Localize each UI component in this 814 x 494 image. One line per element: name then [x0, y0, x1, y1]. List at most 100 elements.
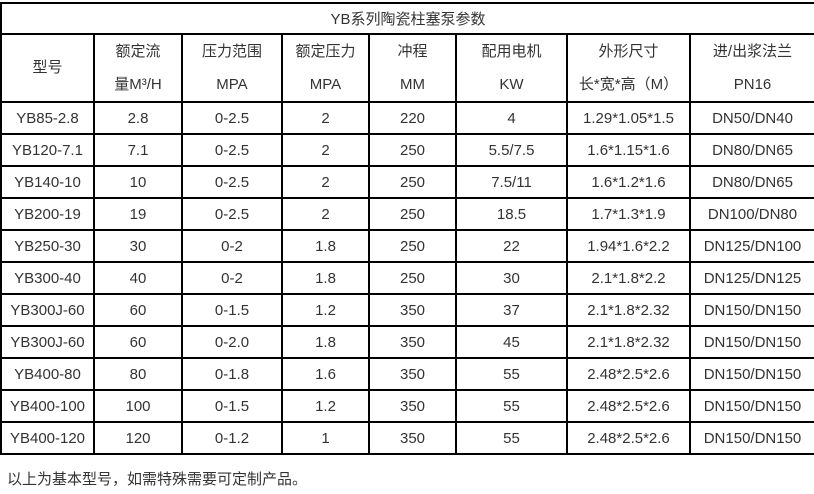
table-cell: 250 — [368, 197, 457, 231]
table-cell: 250 — [368, 229, 457, 263]
column-header: 配用电机 KW — [455, 33, 568, 103]
table-cell: 1.8 — [281, 325, 370, 359]
table-row: YB300J-60 60 0-1.5 1.2 350 37 2.1*1.8*2.32 DN15… — [0, 293, 814, 327]
table-cell: 0-2 — [181, 229, 283, 263]
table-cell: 60 — [93, 325, 183, 359]
column-header: 冲程 MM — [368, 33, 457, 103]
table-row: YB300J-60 60 0-2.0 1.8 350 45 2.1*1.8*2.32 DN15… — [0, 325, 814, 359]
table-row: YB400-100 100 0-1.5 1.2 350 55 2.48*2.5*2.6 DN1… — [0, 389, 814, 423]
column-header: 额定压力 MPA — [281, 33, 370, 103]
table-cell: 250 — [368, 261, 457, 295]
spec-table: YB系列陶瓷柱塞泵参数 型号 额定流 量M³/H 压力范围 MPA 额定压力 MPA 冲程 MM… — [0, 2, 814, 455]
table-cell: DN150/DN150 — [688, 357, 814, 391]
table-header-row: 型号 额定流 量M³/H 压力范围 MPA 额定压力 MPA 冲程 MM 配用电机 KW 外形尺寸 长*… — [0, 33, 814, 103]
table-cell: 0-1.2 — [181, 421, 283, 455]
table-cell: DN150/DN150 — [688, 325, 814, 359]
table-cell: 55 — [455, 421, 568, 455]
column-header: 压力范围 MPA — [181, 33, 283, 103]
table-cell: 250 — [368, 165, 457, 199]
table-row: YB250-30 30 0-2 1.8 250 22 1.94*1.6*2.2 DN125/D… — [0, 229, 814, 263]
table-cell: 2.48*2.5*2.6 — [566, 357, 691, 391]
table-cell: 18.5 — [455, 197, 568, 231]
table-cell: 250 — [368, 133, 457, 167]
table-cell: DN150/DN150 — [688, 389, 814, 423]
table-cell: 0-1.5 — [181, 293, 283, 327]
table-row: YB200-19 19 0-2.5 2 250 18.5 1.7*1.3*1.9 DN100/… — [0, 197, 814, 231]
table-cell: 1.94*1.6*2.2 — [566, 229, 691, 263]
table-cell: 19 — [93, 197, 183, 231]
table-cell: YB400-120 — [0, 421, 95, 455]
table-cell: 350 — [368, 325, 457, 359]
table-cell: 2 — [281, 165, 370, 199]
table-cell: 1.29*1.05*1.5 — [566, 101, 691, 135]
table-cell: 40 — [93, 261, 183, 295]
table-body: YB85-2.8 2.8 0-2.5 2 220 4 1.29*1.05*1.5 DN50/D… — [0, 101, 814, 455]
table-cell: YB85-2.8 — [0, 101, 95, 135]
table-row: YB400-120 120 0-1.2 1 350 55 2.48*2.5*2.6 DN150… — [0, 421, 814, 455]
table-cell: 2 — [281, 197, 370, 231]
table-cell: 0-2 — [181, 261, 283, 295]
table-cell: 30 — [93, 229, 183, 263]
table-cell: 1 — [281, 421, 370, 455]
table-cell: 1.8 — [281, 229, 370, 263]
table-cell: 22 — [455, 229, 568, 263]
table-cell: 10 — [93, 165, 183, 199]
table-cell: YB300J-60 — [0, 325, 95, 359]
table-cell: 2.1*1.8*2.32 — [566, 325, 691, 359]
column-header: 进/出浆法兰 PN16 — [688, 33, 814, 103]
table-cell: 1.6*1.15*1.6 — [566, 133, 691, 167]
table-cell: 1.8 — [281, 261, 370, 295]
table-cell: 350 — [368, 421, 457, 455]
table-cell: 0-2.5 — [181, 165, 283, 199]
table-cell: 1.2 — [281, 389, 370, 423]
table-cell: 30 — [455, 261, 568, 295]
column-header: 额定流 量M³/H — [93, 33, 183, 103]
table-row: YB120-7.1 7.1 0-2.5 2 250 5.5/7.5 1.6*1.15*1.6… — [0, 133, 814, 167]
table-cell: 80 — [93, 357, 183, 391]
table-row: YB140-10 10 0-2.5 2 250 7.5/11 1.6*1.2*1.6 DN80… — [0, 165, 814, 199]
table-cell: DN80/DN65 — [688, 165, 814, 199]
table-cell: 60 — [93, 293, 183, 327]
column-header: 型号 — [0, 33, 95, 103]
table-head: YB系列陶瓷柱塞泵参数 型号 额定流 量M³/H 压力范围 MPA 额定压力 MPA 冲程 MM… — [0, 2, 814, 103]
table-cell: YB140-10 — [0, 165, 95, 199]
table-cell: 0-1.8 — [181, 357, 283, 391]
table-cell: 7.5/11 — [455, 165, 568, 199]
column-header: 外形尺寸 长*宽*高（M） — [566, 33, 691, 103]
table-cell: 350 — [368, 293, 457, 327]
table-cell: 2.1*1.8*2.32 — [566, 293, 691, 327]
table-cell: 0-2.5 — [181, 133, 283, 167]
table-cell: 0-2.0 — [181, 325, 283, 359]
table-cell: DN150/DN150 — [688, 421, 814, 455]
table-cell: 1.6 — [281, 357, 370, 391]
table-cell: YB200-19 — [0, 197, 95, 231]
table-cell: YB300-40 — [0, 261, 95, 295]
table-cell: 100 — [93, 389, 183, 423]
table-cell: 2 — [281, 133, 370, 167]
table-cell: DN150/DN150 — [688, 293, 814, 327]
table-cell: YB120-7.1 — [0, 133, 95, 167]
table-cell: 2.1*1.8*2.2 — [566, 261, 691, 295]
footnote-text: 以上为基本型号，如需特殊需要可定制产品。 — [7, 471, 308, 488]
table-cell: DN125/DN125 — [688, 261, 814, 295]
table-cell: 1.2 — [281, 293, 370, 327]
table-cell: 2.48*2.5*2.6 — [566, 389, 691, 423]
table-title: YB系列陶瓷柱塞泵参数 — [0, 2, 814, 35]
table-cell: 120 — [93, 421, 183, 455]
table-cell: 4 — [455, 101, 568, 135]
table-cell: 2.48*2.5*2.6 — [566, 421, 691, 455]
table-cell: 45 — [455, 325, 568, 359]
table-cell: YB250-30 — [0, 229, 95, 263]
table-cell: 220 — [368, 101, 457, 135]
table-row: YB400-80 80 0-1.8 1.6 350 55 2.48*2.5*2.6 DN150… — [0, 357, 814, 391]
table-cell: 2 — [281, 101, 370, 135]
table-cell: DN80/DN65 — [688, 133, 814, 167]
table-cell: DN50/DN40 — [688, 101, 814, 135]
table-cell: 7.1 — [93, 133, 183, 167]
table-cell: DN125/DN100 — [688, 229, 814, 263]
table-cell: 0-2.5 — [181, 101, 283, 135]
table-cell: 37 — [455, 293, 568, 327]
table-cell: YB400-80 — [0, 357, 95, 391]
table-row: YB300-40 40 0-2 1.8 250 30 2.1*1.8*2.2 DN125/DN… — [0, 261, 814, 295]
